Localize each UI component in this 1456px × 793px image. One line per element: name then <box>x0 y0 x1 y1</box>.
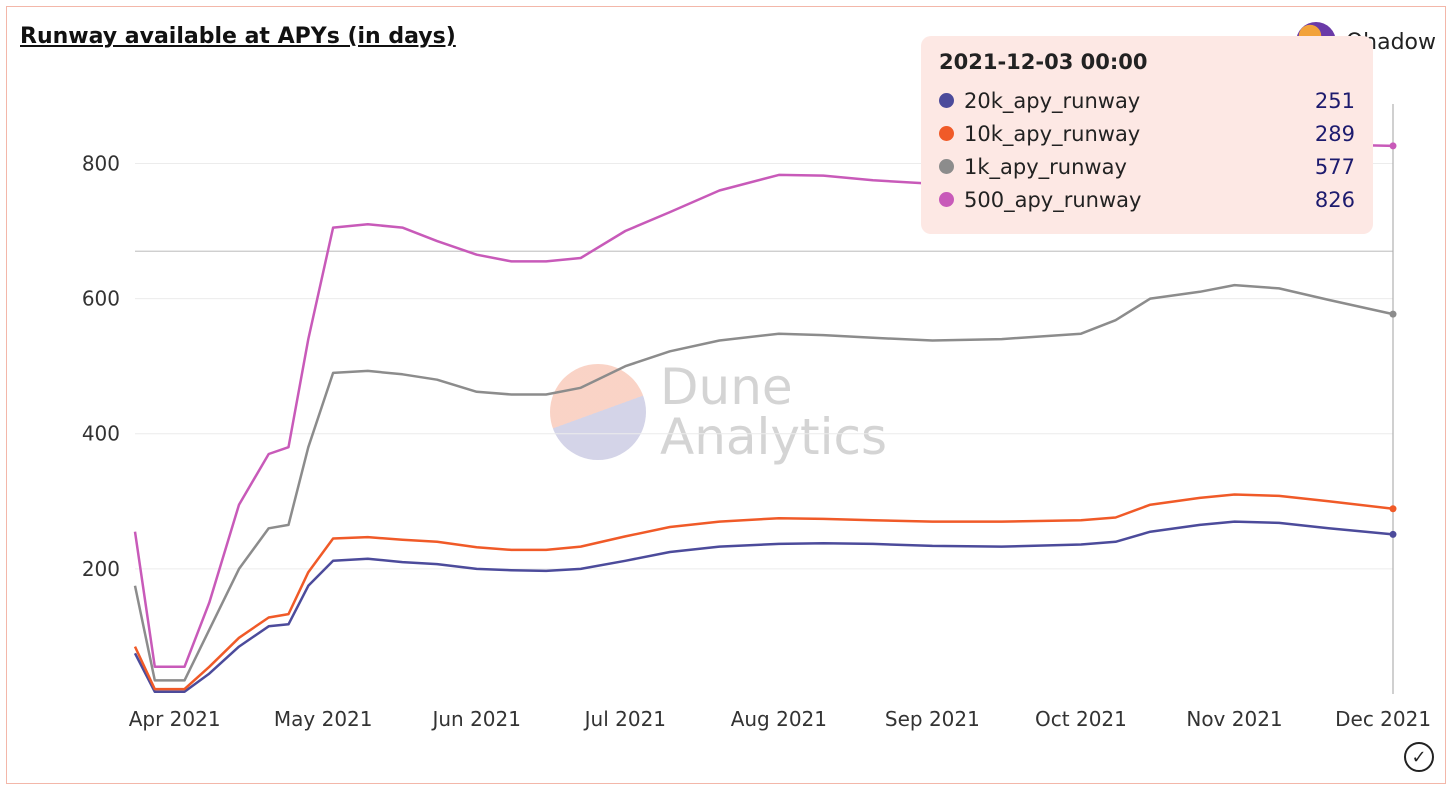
legend-dot <box>939 159 954 174</box>
tooltip-series-name: 500_apy_runway <box>964 187 1142 212</box>
x-tick-label: Aug 2021 <box>731 707 827 731</box>
tooltip-rows: 20k_apy_runway 251 10k_apy_runway 289 1k_apy… <box>939 84 1355 216</box>
series-end-point-1k_apy_runway <box>1389 310 1397 318</box>
x-tick-label: May 2021 <box>274 707 373 731</box>
watermark-line-1: Dune <box>660 358 793 416</box>
y-tick-label: 600 <box>82 287 120 311</box>
x-tick-label: Dec 2021 <box>1335 707 1431 731</box>
series-line-10k_apy_runway <box>133 493 1394 691</box>
series-end-point-10k_apy_runway <box>1389 505 1397 513</box>
tooltip-row-1k_apy_runway: 1k_apy_runway 577 <box>939 150 1355 183</box>
legend-dot <box>939 126 954 141</box>
tooltip-row-20k_apy_runway: 20k_apy_runway 251 <box>939 84 1355 117</box>
tooltip-series-value: 577 <box>1314 154 1355 179</box>
check-circle-icon[interactable]: ✓ <box>1404 742 1434 772</box>
tooltip-series-name: 10k_apy_runway <box>964 121 1141 146</box>
tooltip-row-10k_apy_runway: 10k_apy_runway 289 <box>939 117 1355 150</box>
series-end-point-20k_apy_runway <box>1389 530 1397 538</box>
tooltip-series-value: 251 <box>1314 88 1355 113</box>
chart-tooltip: 2021-12-03 00:00 20k_apy_runway 251 10k_ap… <box>921 36 1373 234</box>
legend-dot <box>939 93 954 108</box>
y-tick-label: 800 <box>82 151 120 175</box>
x-tick-label: Apr 2021 <box>129 707 221 731</box>
x-tick-label: Oct 2021 <box>1035 707 1127 731</box>
tooltip-series-name: 1k_apy_runway <box>964 154 1127 179</box>
x-tick-label: Jun 2021 <box>430 707 521 731</box>
x-tick-label: Jul 2021 <box>583 707 666 731</box>
legend-dot <box>939 192 954 207</box>
tooltip-row-500_apy_runway: 500_apy_runway 826 <box>939 183 1355 216</box>
series-end-point-500_apy_runway <box>1389 142 1397 150</box>
series-line-1k_apy_runway <box>133 283 1394 682</box>
x-tick-label: Sep 2021 <box>885 707 980 731</box>
chart-title[interactable]: Runway available at APYs (in days) <box>20 24 456 49</box>
tooltip-series-name: 20k_apy_runway <box>964 88 1141 113</box>
tooltip-date: 2021-12-03 00:00 <box>939 50 1148 74</box>
x-tick-label: Nov 2021 <box>1186 707 1282 731</box>
tooltip-series-value: 289 <box>1314 121 1355 146</box>
y-tick-label: 200 <box>82 557 120 581</box>
watermark-line-2: Analytics <box>660 408 888 466</box>
dune-watermark: Dune Analytics <box>550 362 887 462</box>
tooltip-series-value: 826 <box>1314 187 1355 212</box>
series-line-20k_apy_runway <box>133 520 1394 694</box>
y-tick-label: 400 <box>82 422 120 446</box>
